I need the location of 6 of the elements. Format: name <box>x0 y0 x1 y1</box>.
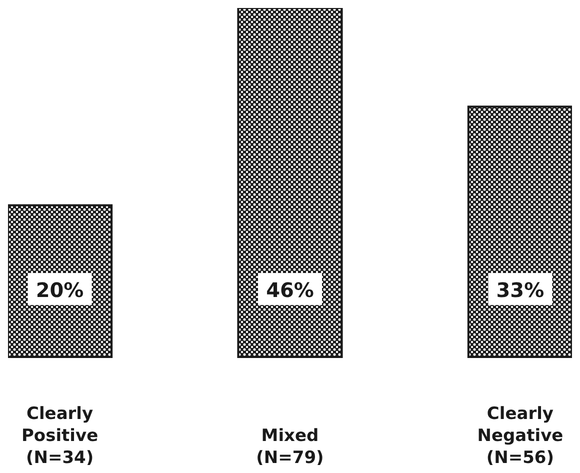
x-tick-label: Clearly Negative (N=56) <box>477 404 564 468</box>
data-label: 33% <box>496 278 544 302</box>
x-tick-label: Clearly Positive (N=34) <box>21 404 98 468</box>
data-label: 46% <box>266 278 314 302</box>
x-tick-label: Mixed (N=79) <box>256 426 324 468</box>
data-label: 20% <box>36 278 84 302</box>
